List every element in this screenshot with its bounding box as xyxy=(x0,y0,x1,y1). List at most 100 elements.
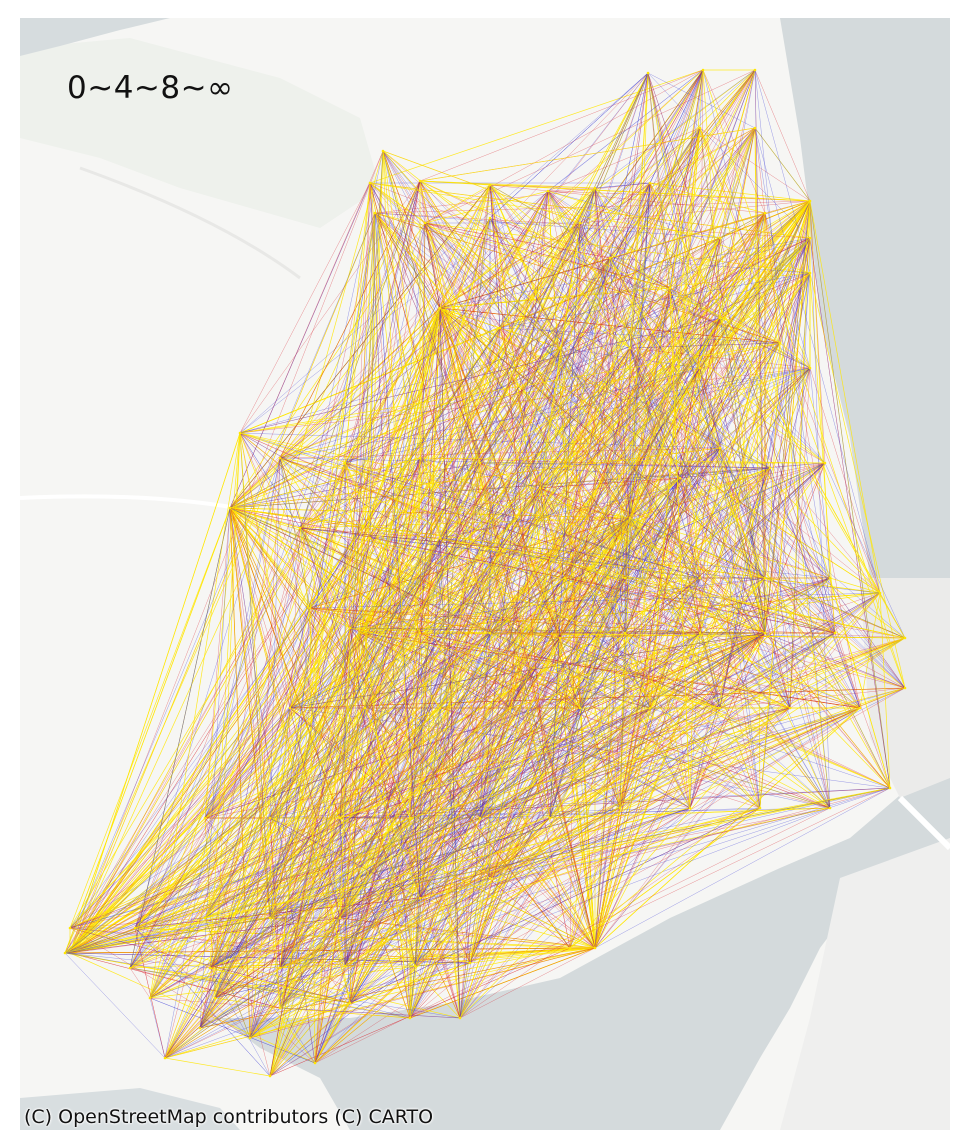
flow-line xyxy=(269,807,691,1077)
flow-line xyxy=(209,707,511,969)
od-node xyxy=(858,706,862,710)
flow-line xyxy=(627,127,756,519)
flow-line xyxy=(414,287,671,967)
flow-line xyxy=(564,367,701,579)
flow-line xyxy=(469,807,621,964)
od-node xyxy=(133,926,137,930)
flow-line xyxy=(214,632,766,999)
flow-line xyxy=(204,182,651,819)
flow-line xyxy=(314,632,766,1064)
od-node xyxy=(578,221,582,225)
flow-line xyxy=(204,127,756,919)
flow-line xyxy=(344,182,371,464)
flow-line xyxy=(199,180,421,1029)
flow-line xyxy=(759,272,811,809)
flow-line xyxy=(349,627,861,709)
flow-line xyxy=(382,150,441,539)
flow-line xyxy=(419,180,551,819)
flow-line xyxy=(279,457,346,967)
flow-line xyxy=(349,627,411,1019)
flow-line xyxy=(69,707,291,929)
flow-line xyxy=(309,607,351,629)
flow-line xyxy=(134,917,271,929)
flow-line xyxy=(339,637,561,919)
flow-line xyxy=(699,69,756,369)
flow-line xyxy=(249,947,596,1039)
flow-line xyxy=(374,212,721,449)
od-node xyxy=(368,536,372,540)
flow-line xyxy=(509,222,581,709)
flow-line xyxy=(69,457,421,929)
od-node xyxy=(278,966,282,970)
flow-line xyxy=(339,817,416,967)
flow-line xyxy=(339,707,791,819)
flow-line xyxy=(209,817,411,969)
flow-line xyxy=(164,467,771,1059)
od-node xyxy=(228,506,232,510)
flow-line xyxy=(754,127,761,809)
flow-line xyxy=(647,72,671,289)
flow-line xyxy=(164,817,551,1059)
flow-line xyxy=(229,507,566,579)
od-node xyxy=(763,211,767,215)
flow-line xyxy=(204,507,231,819)
flow-line xyxy=(134,180,421,929)
flow-line xyxy=(349,187,596,629)
flow-line xyxy=(489,184,631,349)
flow-line xyxy=(199,212,766,1029)
od-node xyxy=(823,461,827,465)
flow-line xyxy=(754,69,811,274)
flow-line xyxy=(129,817,271,969)
flow-map-canvas[interactable] xyxy=(20,18,950,1130)
od-node xyxy=(128,966,132,970)
flow-line xyxy=(559,347,831,809)
flow-line xyxy=(299,72,649,529)
flow-line xyxy=(669,287,766,634)
flow-line xyxy=(439,72,649,709)
flow-line xyxy=(689,367,701,809)
flow-line xyxy=(269,447,721,1077)
flow-line xyxy=(549,367,811,819)
od-node xyxy=(646,71,650,75)
flow-line xyxy=(424,184,491,224)
flow-line xyxy=(349,632,421,1004)
od-node xyxy=(268,916,272,920)
flow-line xyxy=(594,787,891,949)
flow-line xyxy=(164,457,281,1059)
flow-line xyxy=(374,212,781,344)
flow-line xyxy=(339,627,351,919)
flow-line xyxy=(809,272,906,689)
flow-line xyxy=(489,184,826,464)
flow-line xyxy=(199,69,704,1029)
flow-line xyxy=(269,707,511,919)
flow-line xyxy=(134,927,216,999)
flow-line xyxy=(279,347,631,1009)
flow-line xyxy=(569,807,761,949)
flow-line xyxy=(149,632,766,999)
flow-line xyxy=(719,317,831,579)
flow-line xyxy=(509,707,691,809)
od-node xyxy=(903,636,907,640)
flow-line xyxy=(364,237,811,709)
map-frame[interactable]: 0~4~8~∞ (C) OpenStreetMap contributors (… xyxy=(20,18,950,1130)
flow-line xyxy=(624,632,831,809)
flow-line xyxy=(299,127,756,529)
flow-line xyxy=(349,947,596,1004)
flow-line xyxy=(344,190,549,967)
flow-line xyxy=(199,507,231,1029)
flow-line xyxy=(364,707,411,819)
flow-line xyxy=(594,707,791,949)
flow-line xyxy=(69,507,231,929)
od-node xyxy=(413,964,417,968)
flow-line xyxy=(702,69,906,689)
od-node xyxy=(343,964,347,968)
flow-line xyxy=(164,1057,271,1077)
od-node xyxy=(348,626,352,630)
flow-line xyxy=(479,807,761,819)
flow-line xyxy=(279,317,721,969)
flow-line xyxy=(349,537,441,1004)
flow-line xyxy=(164,632,766,1059)
flow-line xyxy=(134,457,281,929)
flow-line xyxy=(499,272,811,329)
flow-line xyxy=(349,577,766,629)
